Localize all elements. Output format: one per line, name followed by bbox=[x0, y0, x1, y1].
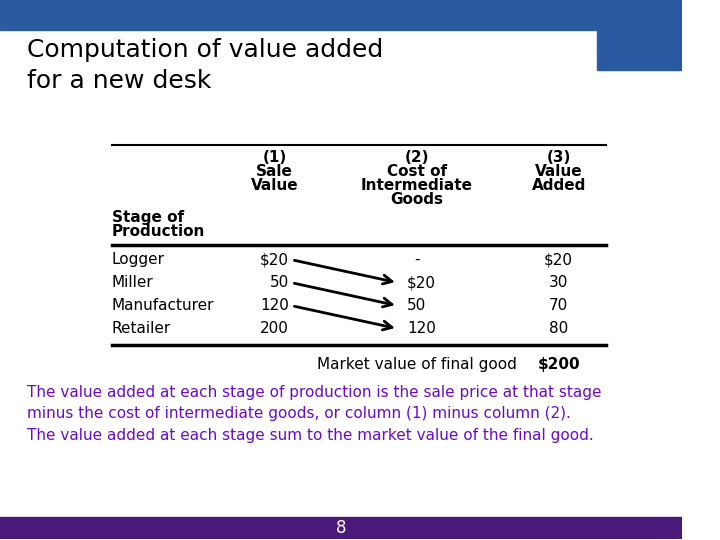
Text: 30: 30 bbox=[549, 275, 568, 290]
Text: Production: Production bbox=[112, 224, 205, 239]
Text: Value: Value bbox=[535, 164, 582, 179]
Text: 70: 70 bbox=[549, 298, 568, 313]
Text: Intermediate: Intermediate bbox=[361, 178, 472, 193]
Text: Cost of: Cost of bbox=[387, 164, 446, 179]
Text: $200: $200 bbox=[537, 357, 580, 372]
Text: $20: $20 bbox=[544, 252, 573, 267]
Text: Sale: Sale bbox=[256, 164, 293, 179]
Text: Retailer: Retailer bbox=[112, 321, 171, 336]
Text: Computation of value added
for a new desk: Computation of value added for a new des… bbox=[27, 38, 383, 93]
Text: 8: 8 bbox=[336, 519, 346, 537]
Text: Manufacturer: Manufacturer bbox=[112, 298, 215, 313]
Text: 120: 120 bbox=[260, 298, 289, 313]
Text: 200: 200 bbox=[260, 321, 289, 336]
Text: 120: 120 bbox=[408, 321, 436, 336]
Text: 50: 50 bbox=[408, 298, 426, 313]
Text: Value: Value bbox=[251, 178, 298, 193]
Text: (2): (2) bbox=[405, 150, 429, 165]
Text: Market value of final good: Market value of final good bbox=[317, 357, 516, 372]
Text: $20: $20 bbox=[260, 252, 289, 267]
Text: Miller: Miller bbox=[112, 275, 153, 290]
Text: 80: 80 bbox=[549, 321, 568, 336]
Text: The value added at each stage of production is the sale price at that stage
minu: The value added at each stage of product… bbox=[27, 384, 601, 443]
Text: -: - bbox=[414, 252, 420, 267]
Text: (3): (3) bbox=[546, 150, 571, 165]
Text: Goods: Goods bbox=[390, 192, 443, 207]
Text: Logger: Logger bbox=[112, 252, 165, 267]
Text: Stage of: Stage of bbox=[112, 210, 184, 225]
Text: 50: 50 bbox=[269, 275, 289, 290]
Text: $20: $20 bbox=[408, 275, 436, 290]
Bar bbox=[0, 0, 682, 30]
Text: Added: Added bbox=[531, 178, 586, 193]
Bar bbox=[0, 517, 682, 539]
Text: (1): (1) bbox=[263, 150, 287, 165]
Bar bbox=[597, 30, 682, 70]
